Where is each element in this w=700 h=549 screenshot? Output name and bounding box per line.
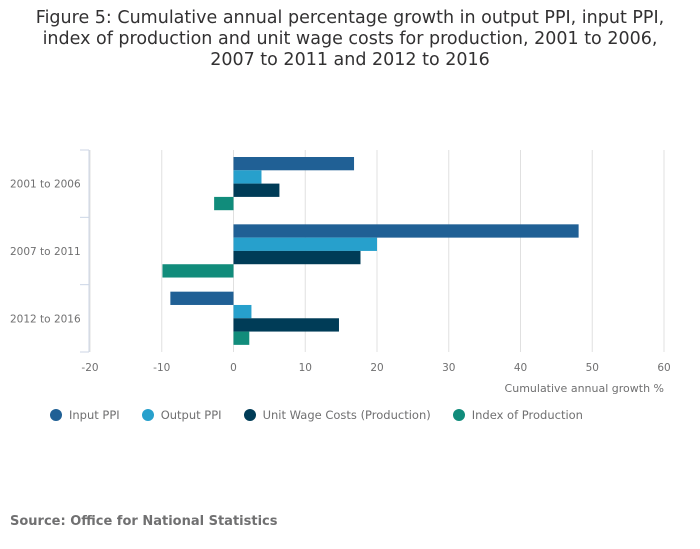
x-tick-label: 50 <box>586 362 599 374</box>
x-tick-label: -10 <box>153 362 170 374</box>
bar-output-ppi-2 <box>233 304 252 319</box>
legend-label: Unit Wage Costs (Production) <box>262 408 431 422</box>
bar-chart: -20 -10 0 10 20 30 40 50 60 2001 to 2006 2007 to 2… <box>10 149 671 395</box>
x-tick-label: 20 <box>370 362 383 374</box>
legend-dot-icon <box>243 409 256 421</box>
source-note: Source: Office for National Statistics <box>10 514 278 529</box>
x-tick-label: -20 <box>81 362 98 374</box>
legend-item[interactable]: Input PPI <box>50 408 120 422</box>
legend-item[interactable]: Index of Production <box>452 408 583 422</box>
x-tick-label: 60 <box>657 362 670 374</box>
y-category-label: 2001 to 2006 <box>10 179 81 191</box>
bar-index-of-production-2 <box>233 331 250 345</box>
legend-label: Output PPI <box>160 408 222 422</box>
x-tick-label: 0 <box>230 362 237 374</box>
x-axis-title: Cumulative annual growth % <box>505 382 664 395</box>
y-category-label: 2012 to 2016 <box>10 313 81 325</box>
bar-output-ppi-0 <box>233 170 262 184</box>
bar-index-of-production-0 <box>214 196 234 211</box>
legend-dot-icon <box>141 409 154 421</box>
chart-title: Figure 5: Cumulative annual percentage g… <box>35 8 665 70</box>
legend-item[interactable]: Unit Wage Costs (Production) <box>243 408 431 422</box>
legend-item[interactable]: Output PPI <box>141 408 222 422</box>
x-tick-label: 30 <box>442 362 455 374</box>
bar-output-ppi-1 <box>233 237 377 251</box>
legend-label: Index of Production <box>471 408 583 422</box>
bar-unit-wage-costs-production--0 <box>233 183 280 197</box>
bar-input-ppi-0 <box>233 157 355 171</box>
x-tick-label: 10 <box>299 362 312 374</box>
x-tick-label: 40 <box>514 362 527 374</box>
bar-unit-wage-costs-production--1 <box>233 250 361 265</box>
legend-dot-icon <box>50 409 62 421</box>
bar-input-ppi-2 <box>170 291 234 305</box>
legend-label: Input PPI <box>69 408 120 422</box>
bar-unit-wage-costs-production--2 <box>233 318 339 332</box>
bar-input-ppi-1 <box>233 224 579 238</box>
bar-index-of-production-1 <box>162 264 234 278</box>
y-category-label: 2007 to 2011 <box>10 246 81 258</box>
legend-dot-icon <box>452 409 465 421</box>
legend: Input PPI Output PPI Unit Wage Costs (Prod… <box>50 408 583 422</box>
